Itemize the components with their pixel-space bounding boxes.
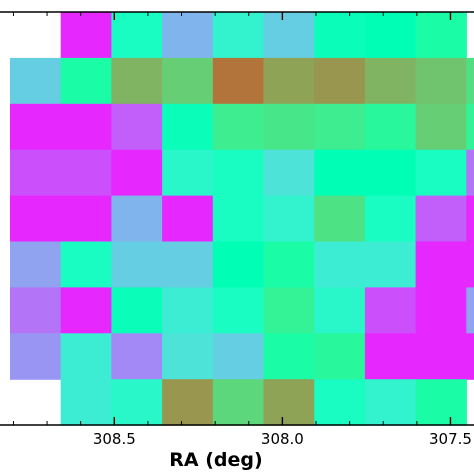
heatmap-cell (162, 57, 214, 105)
heatmap-cell (364, 195, 417, 243)
heatmap-cell (212, 333, 265, 380)
heatmap-cell (364, 149, 417, 197)
heatmap-cell (364, 379, 417, 426)
heatmap-cell (415, 287, 467, 334)
heatmap-cell (364, 12, 417, 59)
heatmap-cell (466, 333, 474, 380)
heatmap-cell (415, 103, 467, 151)
heatmap-cell (10, 333, 62, 380)
heatmap-cell (415, 333, 467, 380)
heatmap-cell (60, 103, 112, 151)
heatmap-cell (364, 57, 417, 105)
heatmap-cell (466, 287, 474, 334)
heatmap-cell (364, 287, 417, 334)
heatmap-cell (162, 12, 214, 59)
heatmap-cell (60, 195, 112, 243)
heatmap-cell (162, 195, 214, 243)
heatmap-cell (10, 195, 62, 243)
heatmap-cell (111, 241, 163, 288)
heatmap-cell (314, 12, 366, 59)
heatmap-cell (162, 149, 214, 197)
heatmap-cell (314, 149, 366, 197)
heatmap-cell (314, 333, 366, 380)
heatmap-cell (111, 12, 163, 59)
heatmap-cell (60, 241, 112, 288)
heatmap-cell (212, 241, 265, 288)
heatmap-cell (415, 12, 467, 59)
heatmap-cell (263, 241, 315, 288)
heatmap-cell (466, 103, 474, 151)
heatmap-cell (111, 149, 163, 197)
heatmap-cell (162, 379, 214, 426)
heatmap-cell (212, 195, 265, 243)
heatmap-cell (263, 379, 315, 426)
heatmap-cell (466, 195, 474, 243)
heatmap-cell (111, 57, 163, 105)
heatmap-cell (415, 379, 467, 426)
heatmap-cells (10, 12, 474, 426)
x-axis-title: RA (deg) (169, 449, 262, 471)
heatmap-cell (212, 379, 265, 426)
heatmap-cell (314, 103, 366, 151)
heatmap-cell (415, 57, 467, 105)
heatmap-cell (10, 103, 62, 151)
heatmap-cell (212, 287, 265, 334)
heatmap-cell (314, 379, 366, 426)
heatmap-cell (10, 241, 62, 288)
heatmap-cell (10, 287, 62, 334)
heatmap-cell (212, 57, 265, 105)
heatmap-cell (466, 149, 474, 197)
heatmap-cell (212, 149, 265, 197)
x-axis-ticks: 308.5 308.0 307.5 (12, 12, 472, 448)
heatmap-cell (162, 103, 214, 151)
heatmap-cell (162, 241, 214, 288)
heatmap-cell (111, 333, 163, 380)
heatmap-cell (314, 287, 366, 334)
x-tick-label: 308.0 (261, 430, 304, 448)
heatmap-cell (162, 287, 214, 334)
heatmap-cell (10, 149, 62, 197)
heatmap-cell (364, 103, 417, 151)
x-tick-label: 307.5 (429, 430, 472, 448)
heatmap-cell (263, 149, 315, 197)
heatmap-cell (263, 195, 315, 243)
heatmap-cell (314, 195, 366, 243)
heatmap-cell (364, 241, 417, 288)
heatmap-cell (60, 149, 112, 197)
heatmap-cell (10, 57, 62, 105)
heatmap-cell (111, 379, 163, 426)
heatmap-cell (415, 241, 467, 288)
heatmap-cell (263, 12, 315, 59)
heatmap-cell (263, 287, 315, 334)
heatmap-cell (212, 103, 265, 151)
heatmap-cell (60, 379, 112, 426)
heatmap-cell (162, 333, 214, 380)
heatmap-cell (111, 103, 163, 151)
heatmap-cell (314, 57, 366, 105)
heatmap-cell (263, 333, 315, 380)
heatmap-cell (60, 287, 112, 334)
heatmap-cell (415, 149, 467, 197)
x-tick-label: 308.5 (93, 430, 136, 448)
heatmap-cell (212, 12, 265, 59)
heatmap-cell (466, 241, 474, 288)
heatmap-cell (60, 333, 112, 380)
heatmap-cell (466, 57, 474, 105)
heatmap-cell (111, 195, 163, 243)
heatmap-cell (314, 241, 366, 288)
heatmap-cell (263, 103, 315, 151)
heatmap-cell (364, 333, 417, 380)
heatmap-cell (60, 12, 112, 59)
heatmap-cell (263, 57, 315, 105)
heatmap-cell (111, 287, 163, 334)
plot-frame (0, 11, 474, 426)
heatmap-cell (415, 195, 467, 243)
heatmap-cell (60, 57, 112, 105)
